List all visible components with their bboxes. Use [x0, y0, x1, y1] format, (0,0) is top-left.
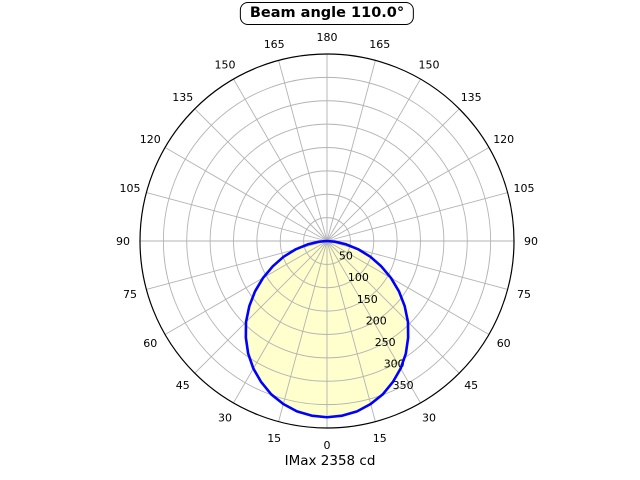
beam-curve [244, 239, 410, 419]
theta-tick-label: 45 [176, 379, 190, 392]
grid-spoke [278, 60, 328, 242]
imax-label: IMax 2358 cd [284, 453, 376, 469]
theta-tick-label: 105 [514, 182, 535, 195]
theta-tick-label: 165 [264, 38, 285, 51]
theta-tick-label: 15 [373, 432, 387, 445]
theta-tick-label: 120 [140, 133, 161, 146]
chart-title: Beam angle 110.0° [239, 2, 415, 25]
grid-spoke [233, 78, 328, 242]
theta-tick-label: 30 [218, 412, 232, 425]
theta-tick-label: 90 [524, 235, 538, 248]
theta-tick-label: 165 [369, 38, 390, 51]
theta-tick-label: 180 [317, 31, 338, 44]
theta-tick-label: 45 [464, 379, 478, 392]
grid-spoke [164, 147, 328, 242]
outer-circle [139, 53, 515, 429]
theta-tick-label: 60 [497, 337, 511, 350]
theta-tick-label: 30 [422, 412, 436, 425]
theta-tick-label: 90 [116, 235, 130, 248]
radial-tick-label: 50 [339, 250, 353, 263]
radial-tick-label: 150 [357, 293, 378, 306]
theta-tick-label: 150 [215, 58, 236, 71]
radial-tick-label: 300 [384, 358, 405, 371]
theta-tick-label: 135 [172, 91, 193, 104]
radial-tick-label: 200 [366, 314, 387, 327]
theta-tick-label: 150 [419, 58, 440, 71]
grid-spoke [278, 240, 328, 422]
theta-tick-label: 135 [461, 91, 482, 104]
theta-tick-label: 15 [267, 432, 281, 445]
grid-spoke [194, 108, 328, 242]
radial-tick-label: 250 [375, 336, 396, 349]
grid-spoke [146, 192, 328, 242]
theta-tick-label: 105 [120, 182, 141, 195]
grid-spoke [164, 240, 328, 335]
theta-tick-label: 75 [123, 288, 137, 301]
grid-spoke [326, 240, 421, 404]
grid-spoke [326, 78, 421, 242]
theta-tick-label: 75 [517, 288, 531, 301]
grid-spoke [326, 192, 508, 242]
theta-tick-label: 120 [493, 133, 514, 146]
grid-spoke [326, 108, 460, 242]
radial-tick-label: 100 [348, 271, 369, 284]
grid-spoke [326, 147, 490, 242]
grid-spoke [326, 240, 460, 374]
grid-spoke [326, 240, 376, 422]
grid-spoke [233, 240, 328, 404]
grid-spoke [326, 60, 376, 242]
grid-spoke [194, 240, 328, 374]
theta-tick-label: 60 [143, 337, 157, 350]
theta-tick-label: 0 [324, 439, 331, 452]
radial-tick-label: 350 [393, 379, 414, 392]
grid-spoke [326, 240, 490, 335]
